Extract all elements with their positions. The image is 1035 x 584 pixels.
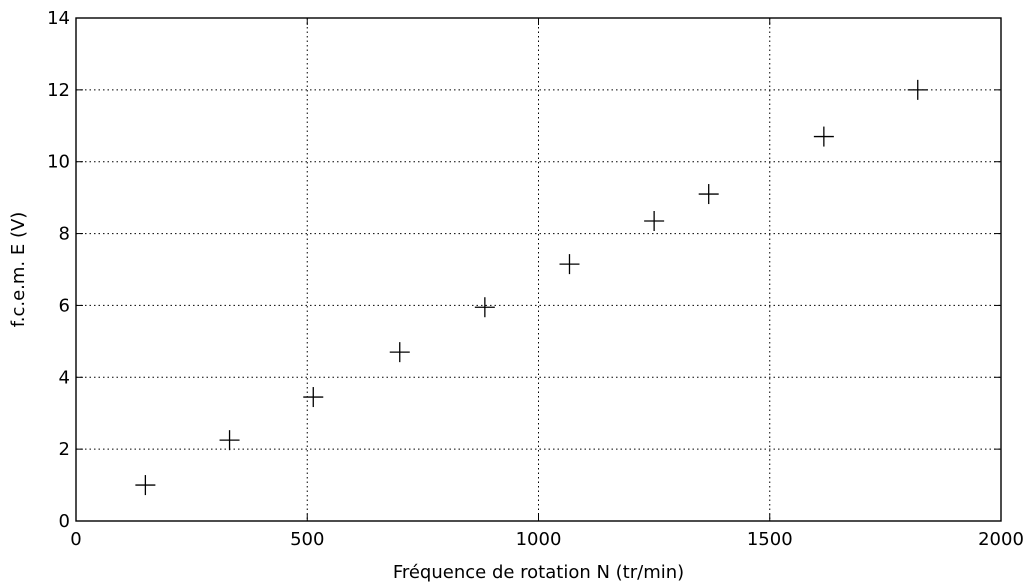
data-point-marker bbox=[813, 126, 834, 147]
data-point-marker bbox=[698, 184, 719, 205]
y-tick-label: 12 bbox=[47, 80, 70, 101]
data-point-marker bbox=[135, 475, 156, 496]
x-tick-label: 0 bbox=[70, 529, 81, 550]
x-tick-label: 1500 bbox=[747, 529, 793, 550]
data-point-marker bbox=[303, 387, 324, 408]
x-tick-labels: 0 500 1000 1500 2000 bbox=[70, 529, 1024, 550]
data-point-marker bbox=[907, 79, 928, 100]
x-tick-label: 500 bbox=[290, 529, 324, 550]
y-tick-label: 4 bbox=[59, 367, 70, 388]
data-point-marker bbox=[389, 342, 410, 363]
x-tick-label: 1000 bbox=[516, 529, 562, 550]
data-points bbox=[135, 79, 928, 496]
axis-ticks bbox=[75, 17, 1002, 522]
data-point-marker bbox=[219, 430, 240, 451]
x-tick-label: 2000 bbox=[978, 529, 1024, 550]
y-tick-labels: 0 2 4 6 8 10 12 14 bbox=[47, 8, 70, 532]
y-tick-label: 0 bbox=[59, 511, 70, 532]
grid-lines bbox=[76, 18, 1001, 521]
y-tick-label: 8 bbox=[59, 224, 70, 245]
y-axis-label: f.c.e.m. E (V) bbox=[8, 212, 29, 328]
data-point-marker bbox=[559, 254, 580, 275]
y-tick-label: 10 bbox=[47, 152, 70, 173]
y-tick-label: 6 bbox=[59, 295, 70, 316]
data-point-marker bbox=[474, 297, 495, 318]
data-point-marker bbox=[644, 210, 665, 231]
y-tick-label: 14 bbox=[47, 8, 70, 29]
x-axis-label: Fréquence de rotation N (tr/min) bbox=[393, 562, 684, 583]
y-tick-label: 2 bbox=[59, 439, 70, 460]
